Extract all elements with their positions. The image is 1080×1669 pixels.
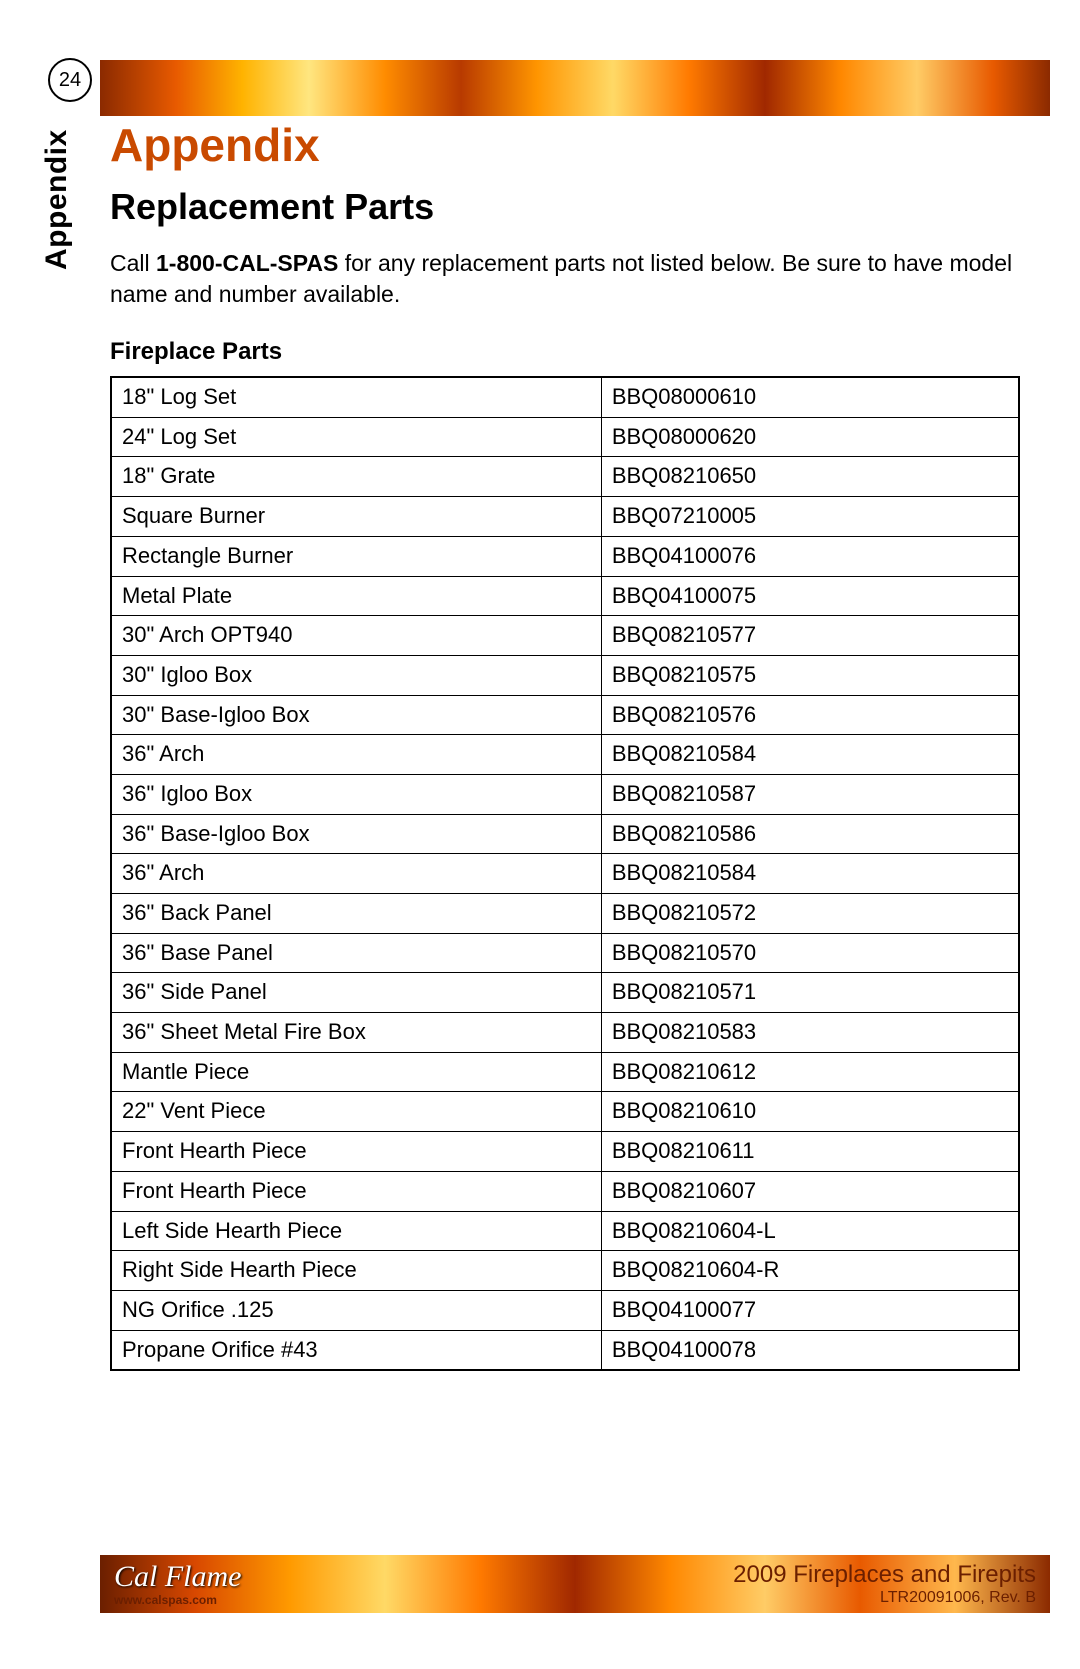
parts-table: 18" Log SetBBQ0800061024" Log SetBBQ0800…	[110, 376, 1020, 1371]
table-row: Front Hearth PieceBBQ08210607	[111, 1171, 1019, 1211]
table-cell: Metal Plate	[111, 576, 601, 616]
table-cell: Rectangle Burner	[111, 536, 601, 576]
footer-doc-rev: LTR20091006, Rev. B	[733, 1589, 1036, 1607]
table-cell: 24" Log Set	[111, 417, 601, 457]
brand-url: www.calspas.com	[114, 1594, 217, 1606]
table-cell: BBQ08210604-R	[601, 1251, 1019, 1291]
table-row: 36" Sheet Metal Fire BoxBBQ08210583	[111, 1013, 1019, 1053]
intro-prefix: Call	[110, 250, 156, 276]
table-cell: Mantle Piece	[111, 1052, 601, 1092]
title-replacement-parts: Replacement Parts	[110, 186, 1020, 228]
table-row: 30" Igloo BoxBBQ08210575	[111, 655, 1019, 695]
table-row: 18" Log SetBBQ08000610	[111, 377, 1019, 417]
table-row: 36" Igloo BoxBBQ08210587	[111, 774, 1019, 814]
table-row: 36" ArchBBQ08210584	[111, 735, 1019, 775]
table-row: 36" Base-Igloo BoxBBQ08210586	[111, 814, 1019, 854]
table-cell: Square Burner	[111, 497, 601, 537]
table-row: Right Side Hearth PieceBBQ08210604-R	[111, 1251, 1019, 1291]
brand-logo: Cal Flame	[114, 1562, 242, 1592]
table-row: 18" GrateBBQ08210650	[111, 457, 1019, 497]
table-cell: BBQ08210584	[601, 735, 1019, 775]
table-cell: 22" Vent Piece	[111, 1092, 601, 1132]
table-cell: 30" Igloo Box	[111, 655, 601, 695]
table-cell: BBQ04100075	[601, 576, 1019, 616]
section-tab-label: Appendix	[40, 129, 74, 270]
intro-phone-bold: 1-800-CAL-SPAS	[156, 250, 338, 276]
table-cell: NG Orifice .125	[111, 1290, 601, 1330]
table-cell: BBQ08210604-L	[601, 1211, 1019, 1251]
table-row: Square BurnerBBQ07210005	[111, 497, 1019, 537]
table-cell: BBQ08210607	[601, 1171, 1019, 1211]
page-number-badge: 24	[48, 58, 92, 102]
table-row: Mantle PieceBBQ08210612	[111, 1052, 1019, 1092]
table-cell: BBQ08000620	[601, 417, 1019, 457]
table-row: 36" Side PanelBBQ08210571	[111, 973, 1019, 1013]
table-row: Front Hearth PieceBBQ08210611	[111, 1132, 1019, 1172]
table-cell: Front Hearth Piece	[111, 1132, 601, 1172]
table-row: Rectangle BurnerBBQ04100076	[111, 536, 1019, 576]
table-cell: BBQ07210005	[601, 497, 1019, 537]
table-cell: 30" Arch OPT940	[111, 616, 601, 656]
table-cell: BBQ08000610	[601, 377, 1019, 417]
page-number-text: 24	[59, 69, 81, 92]
table-cell: BBQ08210571	[601, 973, 1019, 1013]
table-row: 24" Log SetBBQ08000620	[111, 417, 1019, 457]
table-cell: 36" Igloo Box	[111, 774, 601, 814]
table-cell: BBQ08210610	[601, 1092, 1019, 1132]
table-cell: 36" Arch	[111, 854, 601, 894]
table-cell: BBQ08210576	[601, 695, 1019, 735]
table-cell: BBQ08210584	[601, 854, 1019, 894]
table-cell: BBQ08210650	[601, 457, 1019, 497]
table-row: 36" Base PanelBBQ08210570	[111, 933, 1019, 973]
table-cell: Front Hearth Piece	[111, 1171, 601, 1211]
table-heading-fireplace-parts: Fireplace Parts	[110, 338, 1020, 366]
table-row: 36" Back PanelBBQ08210572	[111, 894, 1019, 934]
table-cell: BBQ08210572	[601, 894, 1019, 934]
table-cell: BBQ08210587	[601, 774, 1019, 814]
table-cell: 18" Grate	[111, 457, 601, 497]
table-cell: 36" Back Panel	[111, 894, 601, 934]
table-cell: BBQ08210611	[601, 1132, 1019, 1172]
intro-paragraph: Call 1-800-CAL-SPAS for any replacement …	[110, 248, 1020, 310]
table-cell: BBQ08210577	[601, 616, 1019, 656]
table-row: 30" Arch OPT940BBQ08210577	[111, 616, 1019, 656]
table-cell: BBQ04100078	[601, 1330, 1019, 1370]
table-cell: 30" Base-Igloo Box	[111, 695, 601, 735]
footer-doc-title: 2009 Fireplaces and Firepits	[733, 1561, 1036, 1589]
footer-flame-bar: Cal Flame www.calspas.com 2009 Fireplace…	[100, 1555, 1050, 1613]
table-cell: BBQ08210586	[601, 814, 1019, 854]
table-row: NG Orifice .125BBQ04100077	[111, 1290, 1019, 1330]
table-row: 36" ArchBBQ08210584	[111, 854, 1019, 894]
table-row: Left Side Hearth PieceBBQ08210604-L	[111, 1211, 1019, 1251]
main-content: Appendix Replacement Parts Call 1-800-CA…	[110, 118, 1020, 1371]
table-cell: 36" Base Panel	[111, 933, 601, 973]
table-row: 22" Vent PieceBBQ08210610	[111, 1092, 1019, 1132]
table-cell: Right Side Hearth Piece	[111, 1251, 601, 1291]
table-cell: BBQ08210575	[601, 655, 1019, 695]
table-row: 30" Base-Igloo BoxBBQ08210576	[111, 695, 1019, 735]
table-cell: BBQ04100076	[601, 536, 1019, 576]
title-appendix: Appendix	[110, 118, 1020, 172]
footer-left: Cal Flame www.calspas.com	[114, 1562, 242, 1606]
table-cell: BBQ08210612	[601, 1052, 1019, 1092]
table-cell: Propane Orifice #43	[111, 1330, 601, 1370]
table-cell: 36" Sheet Metal Fire Box	[111, 1013, 601, 1053]
footer-right: 2009 Fireplaces and Firepits LTR20091006…	[733, 1561, 1036, 1607]
flame-banner-top	[100, 60, 1050, 116]
table-cell: Left Side Hearth Piece	[111, 1211, 601, 1251]
table-cell: BBQ04100077	[601, 1290, 1019, 1330]
table-cell: BBQ08210583	[601, 1013, 1019, 1053]
table-cell: 36" Arch	[111, 735, 601, 775]
table-cell: BBQ08210570	[601, 933, 1019, 973]
table-row: Metal PlateBBQ04100075	[111, 576, 1019, 616]
table-row: Propane Orifice #43BBQ04100078	[111, 1330, 1019, 1370]
table-cell: 18" Log Set	[111, 377, 601, 417]
table-cell: 36" Base-Igloo Box	[111, 814, 601, 854]
table-cell: 36" Side Panel	[111, 973, 601, 1013]
